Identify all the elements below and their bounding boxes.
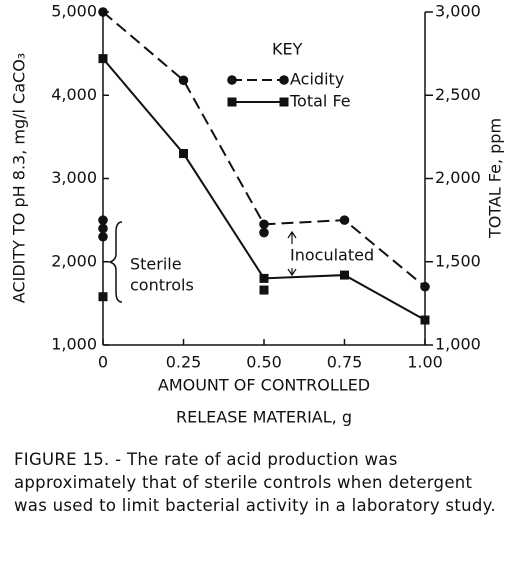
marker [179, 149, 188, 159]
y2-axis-label: TOTAL Fe, ppm [486, 118, 505, 239]
legend-label: Total Fe [289, 92, 351, 111]
brace [107, 221, 123, 303]
x-axis-label: AMOUNT OF CONTROLLED [158, 376, 370, 395]
marker [420, 281, 430, 292]
x-tick-label: 1.00 [407, 353, 443, 372]
marker [340, 270, 349, 280]
y2-tick-label: 2,500 [435, 85, 481, 104]
y2-tick-label: 1,500 [435, 251, 481, 270]
x-tick-label: 0 [98, 353, 108, 372]
series-line [102, 11, 426, 288]
marker [259, 285, 269, 295]
marker [98, 215, 108, 225]
marker [259, 219, 269, 230]
marker [339, 215, 350, 225]
marker [98, 54, 108, 64]
caption: FIGURE 15. - The rate of acid production… [14, 450, 496, 515]
annotation: controls [130, 276, 194, 295]
x-tick-label: 0.25 [166, 353, 202, 372]
y-tick-label: 3,000 [51, 168, 97, 187]
annotation: Inoculated [290, 246, 374, 265]
marker [98, 7, 108, 17]
legend-label: Acidity [290, 70, 344, 89]
y2-tick-label: 3,000 [435, 2, 481, 21]
y-tick-label: 5,000 [51, 2, 97, 21]
legend-marker [227, 97, 237, 107]
y-tick-label: 1,000 [51, 335, 97, 354]
marker [259, 227, 269, 238]
x-tick-label: 0.75 [327, 353, 363, 372]
legend-marker [279, 75, 289, 85]
marker [420, 315, 430, 325]
legend-title: KEY [272, 40, 303, 59]
legend-marker [227, 75, 237, 85]
arrow [287, 230, 297, 277]
marker [98, 292, 108, 302]
x-axis-label: RELEASE MATERIAL, g [176, 408, 352, 427]
y-axis-label: ACIDITY TO pH 8.3, mg/l CaCO₃ [10, 53, 29, 303]
x-tick-label: 0.50 [246, 353, 282, 372]
y2-tick-label: 2,000 [435, 168, 481, 187]
y-tick-label: 2,000 [51, 251, 97, 270]
legend-marker [279, 97, 289, 107]
marker [98, 223, 108, 234]
marker [178, 75, 189, 86]
marker [259, 273, 269, 283]
y-tick-label: 4,000 [51, 85, 97, 104]
y2-tick-label: 1,000 [435, 335, 481, 354]
chart: ACIDITY TO pH 8.3, mg/l CaCO₃ TOTAL Fe, … [10, 2, 505, 427]
annotation: Sterile [130, 255, 182, 274]
marker [98, 231, 108, 242]
